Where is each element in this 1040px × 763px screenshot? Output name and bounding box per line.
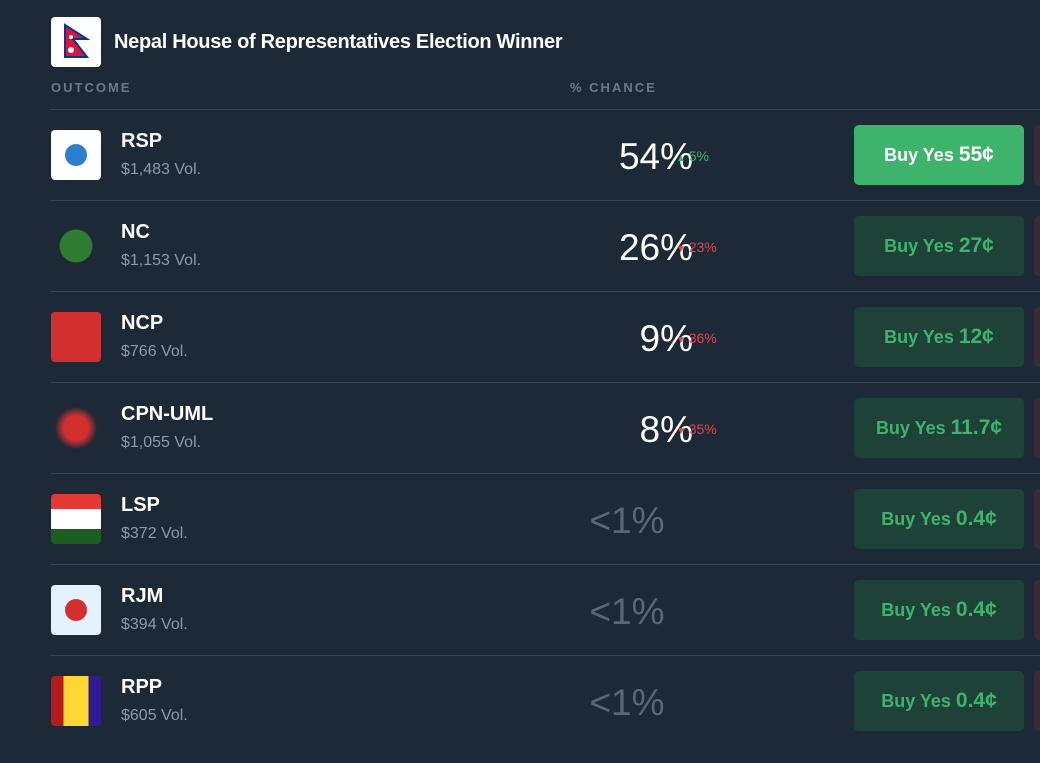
chance: 9% <box>639 318 693 359</box>
party-icon <box>51 130 101 180</box>
party-name: NC <box>121 221 150 243</box>
price: 55¢ <box>958 143 994 166</box>
party-icon <box>51 221 101 271</box>
buy-yes-button[interactable]: Buy Yes 27¢ <box>854 216 1024 276</box>
volume: $1,483 Vol. <box>121 161 202 178</box>
party-name: RJM <box>121 585 164 607</box>
flag-icon <box>51 17 101 67</box>
header: Nepal House of Representatives Election … <box>0 0 1040 78</box>
buy-yes-button[interactable]: Buy Yes 0.4¢ <box>854 489 1024 549</box>
outcome-row: RJM $394 Vol. <1% Buy Yes 0.4¢ <box>51 564 1040 656</box>
column-header: OUTCOME <box>51 80 132 95</box>
change-value: 5% <box>688 148 709 164</box>
change-value: 35% <box>688 421 717 437</box>
change-arrow: ▼ <box>676 335 689 346</box>
buy-yes-button[interactable]: Buy Yes 0.4¢ <box>854 580 1024 640</box>
change-arrow: ▼ <box>676 426 689 437</box>
party-icon <box>51 403 101 453</box>
party-name: RPP <box>121 676 163 698</box>
price: 0.4¢ <box>955 598 997 621</box>
buy-label: Buy Yes <box>884 326 954 347</box>
volume: $605 Vol. <box>121 707 188 724</box>
outcome-row: NCP $766 Vol. 9% ▼ 36% Buy Yes 12¢ <box>51 291 1040 383</box>
title: Nepal House of Representatives Election … <box>114 31 563 53</box>
volume: $372 Vol. <box>121 525 188 542</box>
party-name: CPN-UML <box>121 403 214 425</box>
party-icon <box>51 312 101 362</box>
price: 0.4¢ <box>955 689 997 712</box>
buy-label: Buy Yes <box>884 235 954 256</box>
price: 0.4¢ <box>955 507 997 530</box>
buy-label: Buy Yes <box>881 599 951 620</box>
price: 27¢ <box>958 234 994 257</box>
volume: $394 Vol. <box>121 616 188 633</box>
buy-yes-button[interactable]: Buy Yes 0.4¢ <box>854 671 1024 731</box>
volume: $1,055 Vol. <box>121 434 202 451</box>
change-arrow: ▼ <box>676 244 689 255</box>
chance: 26% <box>618 227 693 268</box>
party-icon <box>51 585 101 635</box>
chance: 8% <box>639 409 693 450</box>
outcome-row: RPP $605 Vol. <1% Buy Yes 0.4¢ <box>51 655 1040 747</box>
chance: <1% <box>589 591 665 632</box>
chance: <1% <box>589 500 665 541</box>
change-value: 23% <box>688 239 717 255</box>
change-arrow: ▲ <box>676 153 689 164</box>
change: ▼ 23% <box>676 239 717 255</box>
price: 11.7¢ <box>950 416 1003 439</box>
buy-no-button[interactable] <box>1034 671 1040 731</box>
outcome-row: CPN-UML $1,055 Vol. 8% ▼ 35% Buy Yes 11.7¢ <box>51 382 1040 474</box>
change: ▲ 5% <box>676 148 709 164</box>
buy-no-button[interactable] <box>1034 489 1040 549</box>
buy-label: Buy Yes <box>881 690 951 711</box>
column-header: % CHANCE <box>570 80 657 95</box>
outcome-row: NC $1,153 Vol. 26% ▼ 23% Buy Yes 27¢ <box>51 200 1040 292</box>
buy-no-button[interactable] <box>1034 307 1040 367</box>
volume: $766 Vol. <box>121 343 188 360</box>
buy-yes-button[interactable]: Buy Yes 55¢ <box>854 125 1024 185</box>
buy-label: Buy Yes <box>884 144 954 165</box>
buy-label: Buy Yes <box>881 508 951 529</box>
change: ▼ 35% <box>676 421 717 437</box>
party-name: RSP <box>121 130 163 152</box>
party-icon <box>51 676 101 726</box>
buy-no-button[interactable] <box>1034 125 1040 185</box>
price: 12¢ <box>958 325 994 348</box>
change-value: 36% <box>688 330 717 346</box>
buy-label: Buy Yes <box>875 417 946 438</box>
volume: $1,153 Vol. <box>121 252 202 269</box>
buy-no-button[interactable] <box>1034 398 1040 458</box>
outcome-row: LSP $372 Vol. <1% Buy Yes 0.4¢ <box>51 473 1040 565</box>
party-name: LSP <box>121 494 160 516</box>
buy-yes-button[interactable]: Buy Yes 12¢ <box>854 307 1024 367</box>
buy-no-button[interactable] <box>1034 580 1040 640</box>
outcome-row: RSP $1,483 Vol. 54% ▲ 5% Buy Yes 55¢ <box>51 109 1040 201</box>
change: ▼ 36% <box>676 330 717 346</box>
buy-no-button[interactable] <box>1034 216 1040 276</box>
buy-yes-button[interactable]: Buy Yes 11.7¢ <box>854 398 1024 458</box>
chance: <1% <box>589 682 665 723</box>
party-icon <box>51 494 101 544</box>
chance: 54% <box>618 136 693 177</box>
party-name: NCP <box>121 312 164 334</box>
